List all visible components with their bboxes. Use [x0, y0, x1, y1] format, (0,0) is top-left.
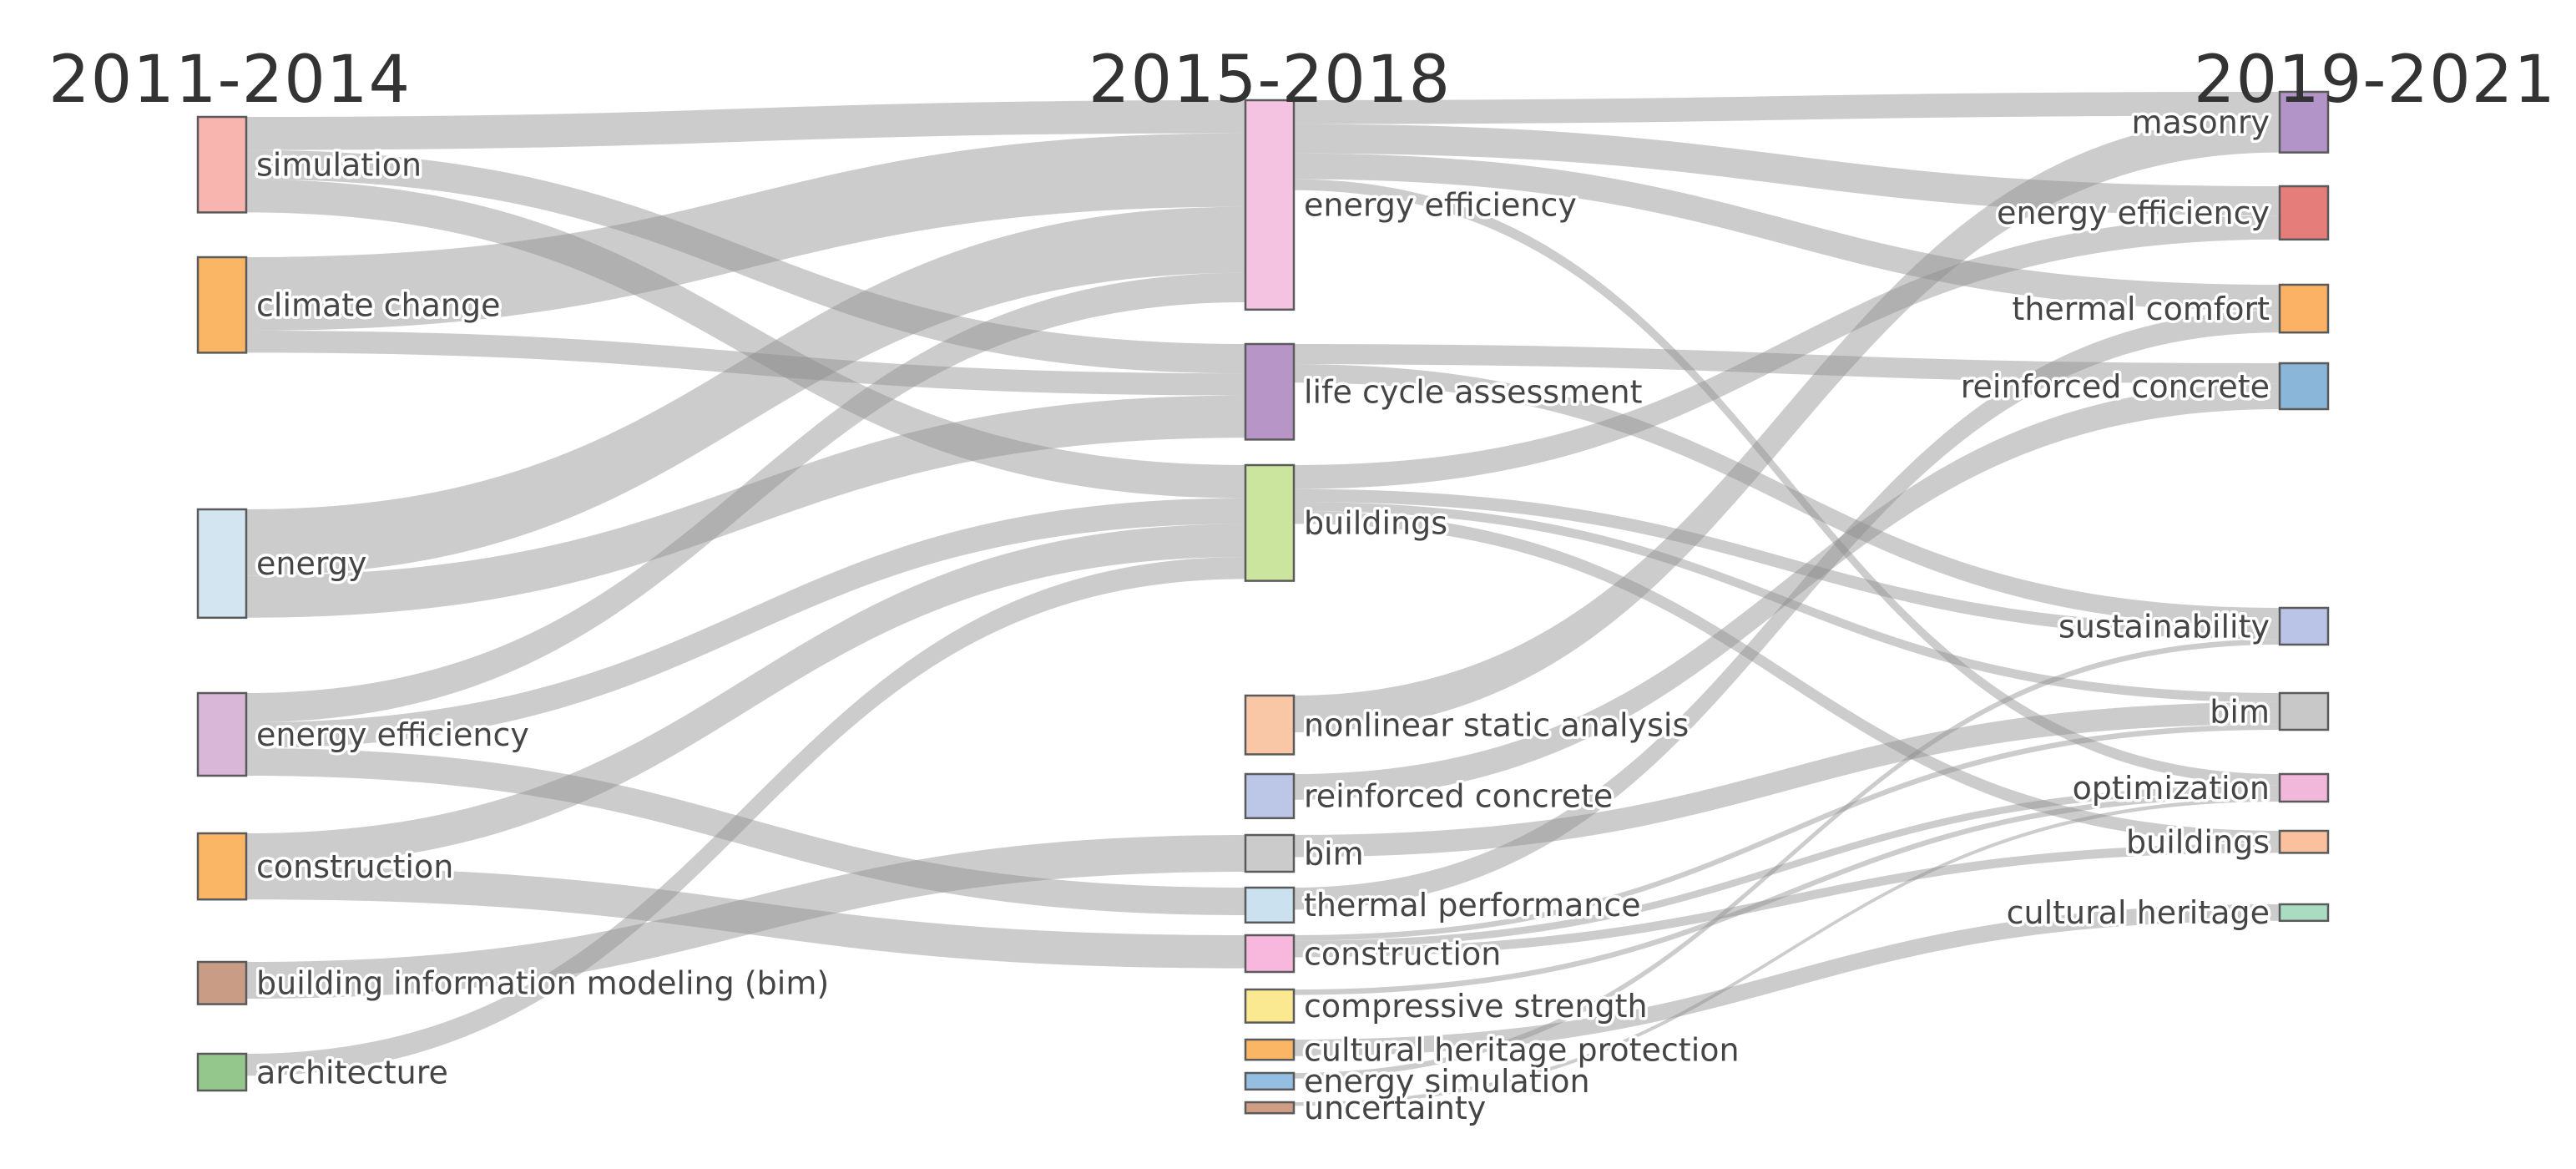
node-label-sust: sustainability [2058, 608, 2270, 645]
sankey-link-tp-tc[interactable] [1294, 310, 2280, 910]
sankey-link-ee11-b15[interactable] [246, 498, 1245, 748]
node-label-ee11: energy efficiency [256, 716, 529, 753]
sankey-node-ee19[interactable] [2278, 185, 2330, 241]
node-label-tp: thermal performance [1304, 887, 1641, 924]
sankey-link-unc-opt[interactable] [1294, 797, 2280, 1106]
sankey-link-ee11-tp[interactable] [246, 748, 1245, 915]
sankey-link-ee15-ee19[interactable] [1294, 124, 2280, 216]
sankey-link-c15-b19[interactable] [1294, 843, 2280, 958]
sankey-node-lca[interactable] [1244, 342, 1296, 441]
sankey-node-mas[interactable] [2278, 90, 2330, 154]
sankey-link-lca-rc19[interactable] [1294, 344, 2280, 384]
sankey-node-cs[interactable] [1244, 988, 1296, 1024]
sankey-node-ch[interactable] [2278, 903, 2330, 923]
sankey-link-sim-b15[interactable] [246, 179, 1245, 498]
sankey-node-unc[interactable] [1244, 1101, 1296, 1115]
sankey-link-c15-opt[interactable] [1294, 785, 2280, 949]
sankey-link-b15-bim19[interactable] [1294, 502, 2280, 702]
node-label-b19: buildings [2126, 824, 2270, 861]
sankey-node-bim15[interactable] [1244, 833, 1296, 873]
sankey-node-b15[interactable] [1244, 463, 1296, 582]
sankey-node-opt[interactable] [2278, 772, 2330, 803]
node-label-chp: cultural heritage protection [1304, 1031, 1740, 1068]
node-label-ch: cultural heritage [2007, 894, 2270, 931]
nodes-layer [196, 90, 2330, 1115]
sankey-node-bim19[interactable] [2278, 691, 2330, 731]
node-label-cc: climate change [256, 287, 501, 324]
sankey-node-c15[interactable] [1244, 934, 1296, 974]
sankey-link-arch-b15[interactable] [246, 557, 1245, 1076]
node-label-bim15: bim [1304, 835, 1364, 872]
node-label-nsa: nonlinear static analysis [1304, 707, 1689, 744]
sankey-node-chp[interactable] [1244, 1038, 1296, 1061]
node-label-c15: construction [1304, 935, 1501, 972]
sankey-node-tc[interactable] [2278, 283, 2330, 334]
sankey-node-en[interactable] [196, 508, 248, 620]
sankey-node-b19[interactable] [2278, 829, 2330, 854]
sankey-node-nsa[interactable] [1244, 694, 1296, 756]
node-label-ee19: energy efficiency [1997, 195, 2270, 231]
column-title-2019-2021: 2019-2021 [2194, 43, 2556, 118]
node-label-cs: compressive strength [1304, 988, 1648, 1025]
sankey-link-cc-ee15[interactable] [246, 133, 1245, 331]
sankey-node-es[interactable] [1244, 1071, 1296, 1091]
node-label-rc19: reinforced concrete [1961, 368, 2270, 405]
sankey-link-b15-b19[interactable] [1294, 511, 2280, 844]
sankey-node-con[interactable] [196, 832, 248, 901]
sankey-link-ee15-opt[interactable] [1294, 179, 2280, 786]
sankey-link-cc-lca[interactable] [246, 331, 1245, 396]
sankey-link-es-sust[interactable] [1294, 639, 2280, 1079]
node-label-b15: buildings [1304, 505, 1447, 542]
sankey-node-ee15[interactable] [1244, 99, 1296, 311]
sankey-link-chp-ch[interactable] [1294, 904, 2280, 1056]
node-label-sim: simulation [256, 147, 422, 184]
node-label-mas: masonry [2131, 104, 2270, 141]
node-label-bim19: bim [2210, 693, 2270, 730]
sankey-link-b15-ee19[interactable] [1294, 215, 2280, 489]
sankey-node-cc[interactable] [196, 256, 248, 354]
node-label-unc: uncertainty [1304, 1090, 1486, 1126]
node-label-bim11: building information modeling (bim) [256, 965, 829, 1002]
sankey-node-ee11[interactable] [196, 691, 248, 777]
sankey-link-b15-sust[interactable] [1294, 488, 2280, 640]
sankey-link-ee15-mas[interactable] [1294, 92, 2280, 124]
sankey-link-sim-ee15[interactable] [246, 100, 1245, 150]
node-label-ee15: energy efficiency [1304, 187, 1577, 224]
sankey-link-rc15-rc19[interactable] [1294, 383, 2280, 800]
sankey-link-bim15-bim19[interactable] [1294, 702, 2280, 858]
sankey-link-ee15-tc[interactable] [1294, 153, 2280, 311]
sankey-link-con-b15[interactable] [246, 524, 1245, 867]
sankey-link-nsa-mas[interactable] [1294, 115, 2280, 733]
node-label-lca: life cycle assessment [1304, 374, 1642, 411]
sankey-node-bim11[interactable] [196, 960, 248, 1005]
node-label-tc: thermal comfort [2012, 291, 2270, 327]
sankey-link-bim11-bim15[interactable] [246, 835, 1245, 999]
sankey-node-sim[interactable] [196, 115, 248, 214]
links-layer [246, 92, 2280, 1106]
sankey-node-rc15[interactable] [1244, 772, 1296, 820]
sankey-link-lca-sust[interactable] [1294, 364, 2280, 626]
column-title-2011-2014: 2011-2014 [48, 43, 411, 118]
sankey-link-c15-bim19[interactable] [1294, 724, 2280, 941]
sankey-link-con-c15[interactable] [246, 866, 1245, 969]
sankey-link-en-ee15[interactable] [246, 206, 1245, 576]
node-label-arch: architecture [256, 1054, 448, 1091]
sankey-node-arch[interactable] [196, 1052, 248, 1092]
sankey-link-sim-lca[interactable] [246, 149, 1245, 374]
node-label-opt: optimization [2073, 770, 2270, 807]
labels-layer: simulation climate change energy energy eff… [254, 101, 2273, 1129]
sankey-node-rc19[interactable] [2278, 362, 2330, 411]
node-label-es: energy simulation [1304, 1063, 1590, 1100]
sankey-node-sust[interactable] [2278, 606, 2330, 646]
sankey-link-cs-opt[interactable] [1294, 792, 2280, 995]
column-title-2015-2018: 2015-2018 [1088, 43, 1451, 118]
sankey-link-en-lca[interactable] [246, 395, 1245, 618]
sankey-node-tp[interactable] [1244, 886, 1296, 924]
node-label-con: construction [256, 848, 453, 885]
node-label-rc15: reinforced concrete [1304, 778, 1613, 815]
sankey-link-ee11-ee15[interactable] [246, 272, 1245, 723]
node-label-en: energy [256, 545, 366, 582]
